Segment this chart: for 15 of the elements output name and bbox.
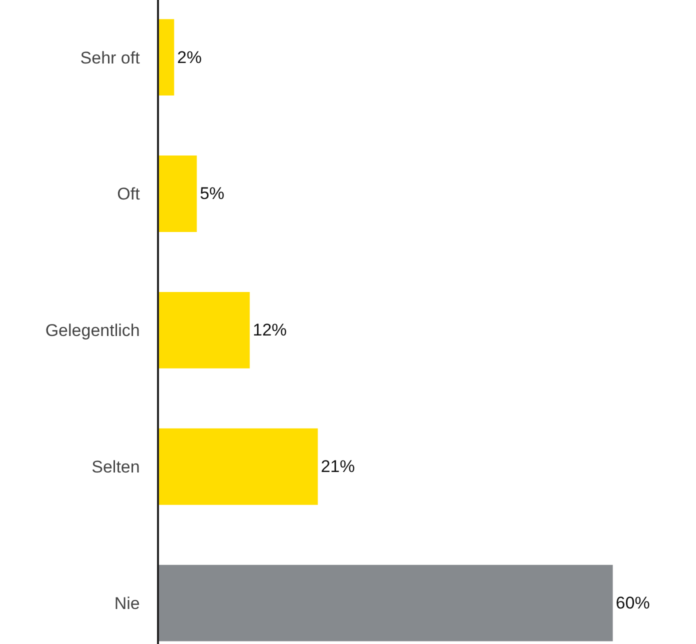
bar <box>159 156 197 232</box>
data-label: 2% <box>177 48 202 67</box>
data-label: 12% <box>252 320 287 340</box>
data-label: 60% <box>616 594 650 613</box>
bar <box>159 19 174 96</box>
y-tick-label: Selten <box>92 458 140 477</box>
y-tick-label: Nie <box>114 594 140 614</box>
bar <box>159 564 613 642</box>
data-label: 21% <box>320 457 355 476</box>
bar <box>159 292 250 368</box>
y-tick-label: Oft <box>117 184 140 204</box>
y-tick-label: Gelegentlich <box>45 321 140 340</box>
y-tick-label: Sehr oft <box>80 48 140 68</box>
data-label: 5% <box>200 184 224 204</box>
bar <box>159 428 318 505</box>
